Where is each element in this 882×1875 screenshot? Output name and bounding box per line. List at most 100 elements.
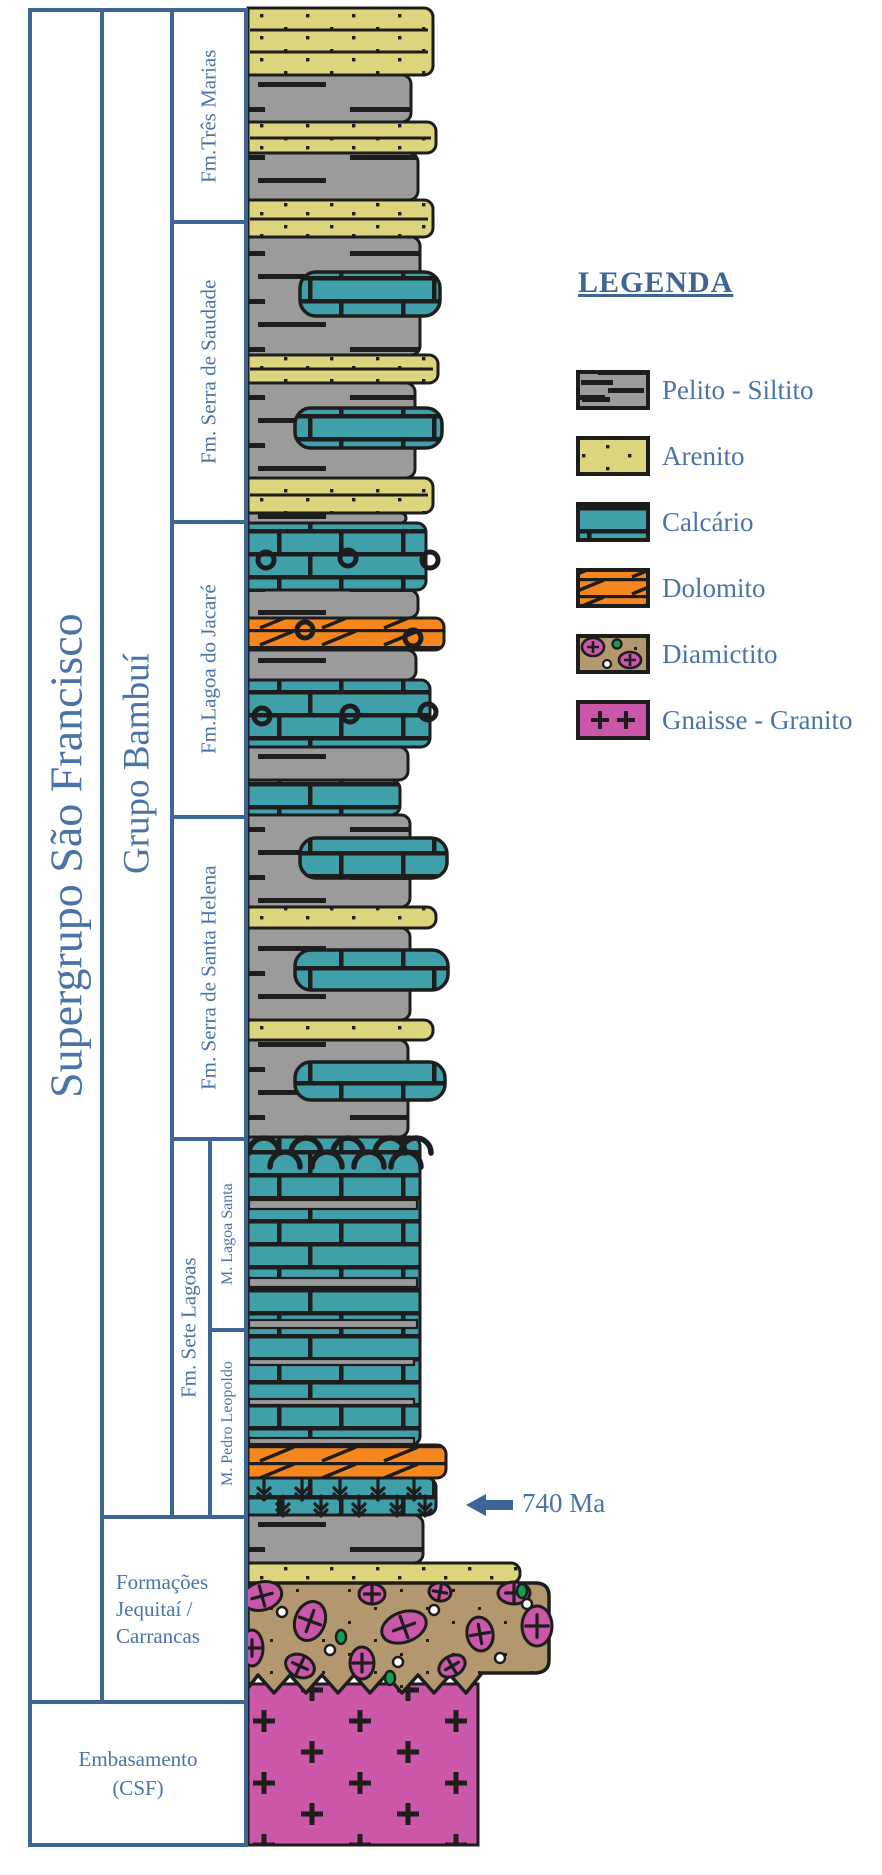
formation-label-serra-de-saudade: Fm. Serra de Saudade bbox=[196, 279, 221, 465]
ooid-circle bbox=[419, 549, 441, 571]
stromatolite-arc bbox=[288, 1135, 324, 1156]
formation-box-tres-marias: Fm.Três Marias bbox=[170, 8, 248, 224]
member-box-lagoa-santa: M. Lagoa Santa bbox=[208, 1137, 248, 1332]
supergroup-label: Supergrupo São Francisco bbox=[40, 613, 92, 1099]
bed-arenito bbox=[246, 1018, 435, 1042]
bed-pelito bbox=[246, 745, 410, 782]
legend-label-pelito: Pelito - Siltito bbox=[662, 374, 814, 405]
formation-label-lagoa-do-jacare: Fm.Lagoa do Jacaré bbox=[196, 584, 221, 755]
bed-calcario bbox=[246, 678, 432, 749]
ooid-circle bbox=[337, 547, 359, 569]
bed-pelito bbox=[246, 588, 420, 620]
limestone-lens bbox=[293, 406, 444, 450]
gray-interbed bbox=[247, 1397, 416, 1407]
legend-pebble-white bbox=[601, 658, 613, 670]
pebble-white bbox=[520, 1597, 534, 1611]
bed-calcario bbox=[246, 778, 402, 817]
crystal-fan-symbol bbox=[389, 1494, 405, 1518]
basement-box: Embasamento (CSF) bbox=[28, 1700, 248, 1847]
legend-label-arenito: Arenito bbox=[662, 440, 745, 471]
limestone-lens bbox=[298, 836, 449, 880]
crystal-fan-symbol bbox=[256, 1478, 272, 1502]
stromatolite-arc bbox=[309, 1149, 345, 1170]
legend-pelito-dash bbox=[582, 397, 610, 402]
stromatolite-arc bbox=[398, 1135, 434, 1156]
ooid-circle bbox=[417, 701, 439, 723]
diamictite-clast bbox=[348, 1645, 376, 1681]
pebble-white bbox=[493, 1651, 507, 1665]
bed-granito bbox=[246, 1682, 480, 1847]
crystal-fan-symbol bbox=[351, 1494, 367, 1518]
gray-interbed bbox=[247, 1436, 416, 1446]
legend-swatch-arenito bbox=[576, 436, 650, 476]
formation-box-serra-de-santa-helena: Fm. Serra de Santa Helena bbox=[170, 815, 248, 1141]
diamictite-clast bbox=[437, 1653, 467, 1679]
legend-label-calcario: Calcário bbox=[662, 506, 754, 537]
crystal-fan-symbol bbox=[417, 1494, 433, 1518]
member-label-pedro-leopoldo: M. Pedro Leopoldo bbox=[219, 1361, 236, 1486]
crystal-fan-symbol bbox=[332, 1478, 348, 1502]
limestone-lens bbox=[293, 948, 450, 992]
legend-label-granito: Gnaisse - Granito bbox=[662, 704, 853, 735]
formation-label-tres-marias: Fm.Três Marias bbox=[196, 49, 221, 183]
ooid-circle bbox=[294, 619, 316, 641]
stromatolite-arc bbox=[351, 1149, 387, 1170]
stromatolite-arc bbox=[388, 1149, 424, 1170]
legend-pelito-dash bbox=[581, 380, 613, 385]
diamictite-clast bbox=[284, 1652, 316, 1680]
ooid-circle bbox=[339, 703, 361, 725]
jequitai-line-3: Carrancas bbox=[116, 1624, 200, 1649]
formation-label-serra-de-santa-helena: Fm. Serra de Santa Helena bbox=[196, 865, 221, 1091]
member-label-lagoa-santa: M. Lagoa Santa bbox=[219, 1183, 236, 1286]
pebble-green bbox=[515, 1582, 529, 1600]
pebble-white bbox=[323, 1643, 337, 1657]
pebble-green bbox=[334, 1628, 348, 1646]
legend-pelito-dash bbox=[608, 388, 644, 393]
crystal-fan-symbol bbox=[275, 1494, 291, 1518]
formation-box-lagoa-do-jacare: Fm.Lagoa do Jacaré bbox=[170, 520, 248, 819]
limestone-lens bbox=[298, 270, 442, 318]
legend-clast bbox=[617, 650, 643, 670]
bed-arenito bbox=[246, 1561, 522, 1585]
stromatolite-arc bbox=[267, 1149, 303, 1170]
member-box-pedro-leopoldo: M. Pedro Leopoldo bbox=[208, 1328, 248, 1519]
bed-pelito bbox=[246, 151, 420, 202]
legend-swatch-calcario bbox=[576, 502, 650, 542]
jequitai-line-2: Jequitaí / bbox=[116, 1596, 193, 1621]
bed-pelito bbox=[246, 1513, 425, 1565]
ooid-circle bbox=[255, 549, 277, 571]
jequitai-carrancas-box: Formações Jequitaí / Carrancas bbox=[100, 1515, 248, 1704]
diamictite-clast bbox=[427, 1581, 453, 1603]
basement-label-line1: Embasamento bbox=[78, 1747, 198, 1772]
legend-label-diamictito: Diamictito bbox=[662, 638, 778, 669]
stromatolite-arc bbox=[330, 1135, 366, 1156]
diamictite-clast bbox=[380, 1609, 428, 1645]
group-box: Grupo Bambuí bbox=[100, 8, 174, 1519]
legend-clast bbox=[580, 636, 606, 658]
age-arrow-icon bbox=[466, 1494, 513, 1516]
legend-swatch-dolomito bbox=[576, 568, 650, 608]
bed-pelito bbox=[246, 73, 413, 124]
bed-pelito bbox=[246, 648, 418, 682]
crystal-fan-symbol bbox=[406, 1478, 422, 1502]
legend-pebble-green bbox=[611, 638, 623, 650]
ooid-circle bbox=[402, 627, 424, 649]
legend-swatch-granito bbox=[576, 700, 650, 740]
diamictite-clast bbox=[465, 1615, 495, 1653]
pebble-white bbox=[427, 1603, 441, 1617]
limestone-lens bbox=[293, 1060, 447, 1102]
bed-arenito bbox=[246, 6, 435, 77]
bed-dolomito bbox=[246, 1443, 448, 1480]
pebble-white bbox=[391, 1655, 405, 1669]
legend-label-dolomito: Dolomito bbox=[662, 572, 766, 603]
legend-plus bbox=[617, 711, 635, 729]
age-annotation: 740 Ma bbox=[522, 1488, 606, 1518]
formation-label-sete-lagoas: Fm. Sete Lagoas bbox=[176, 1257, 201, 1399]
gray-interbed bbox=[247, 1276, 419, 1289]
legend-plus bbox=[591, 711, 609, 729]
crystal-fan-symbol bbox=[370, 1478, 386, 1502]
ooid-circle bbox=[251, 705, 273, 727]
bed-arenito bbox=[246, 905, 438, 930]
basement-label-line2: (CSF) bbox=[112, 1775, 164, 1800]
